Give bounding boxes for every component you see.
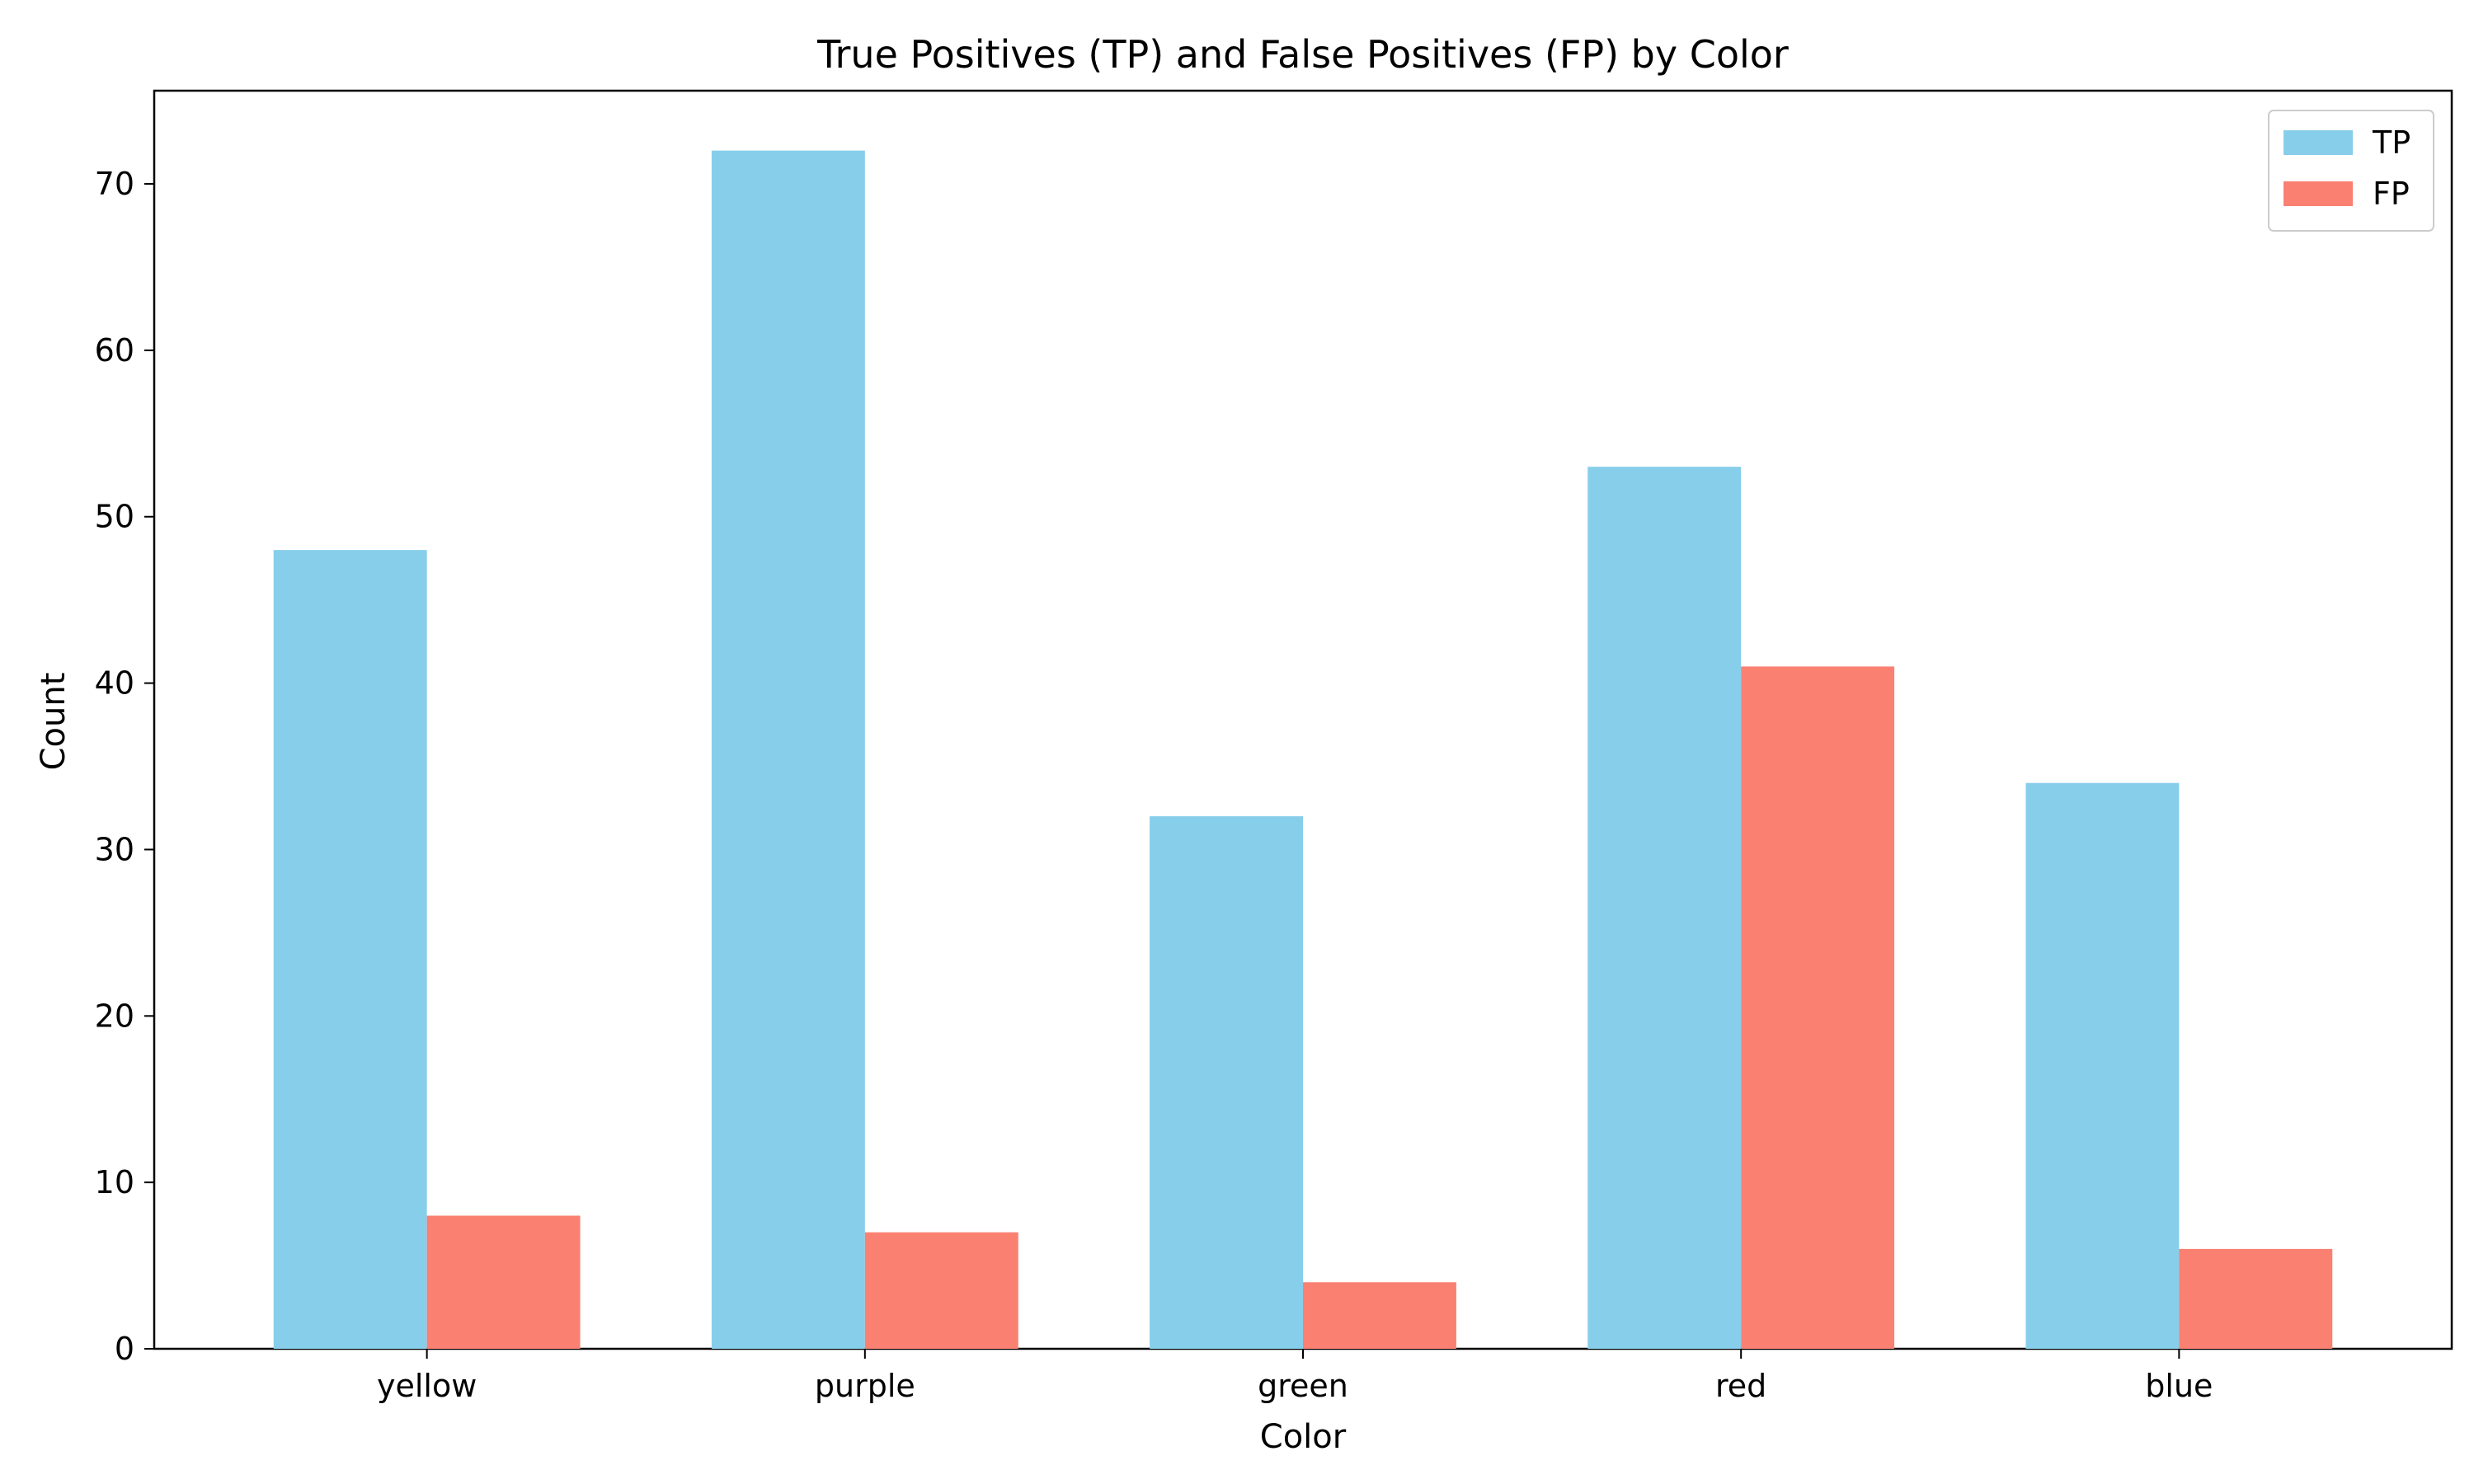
bar-tp-red (1587, 467, 1742, 1349)
x-tick-label: purple (815, 1368, 915, 1404)
legend-label-fp: FP (2373, 176, 2410, 212)
y-axis-label: Count (35, 673, 73, 771)
y-tick-label: 20 (95, 998, 134, 1034)
y-tick-label: 40 (95, 665, 134, 702)
x-tick-label: yellow (377, 1368, 477, 1404)
y-tick-label: 10 (95, 1164, 134, 1200)
x-tick-label: green (1258, 1368, 1348, 1404)
y-tick-label: 70 (95, 166, 134, 202)
y-tick-label: 30 (95, 831, 134, 867)
legend-label-tp: TP (2372, 124, 2411, 161)
chart-title: True Positives (TP) and False Positives … (816, 32, 1789, 77)
legend-swatch-fp (2284, 181, 2353, 206)
y-tick-label: 60 (95, 332, 134, 369)
bars (273, 150, 2333, 1350)
bar-tp-blue (2025, 782, 2180, 1349)
legend: TP FP (2268, 110, 2434, 232)
bar-fp-yellow (426, 1215, 581, 1349)
y-tick-label: 0 (115, 1331, 134, 1367)
bar-fp-purple (864, 1232, 1018, 1349)
bar-tp-green (1150, 816, 1303, 1349)
y-tick-label: 50 (95, 499, 134, 535)
x-tick-label: red (1715, 1368, 1766, 1404)
legend-swatch-tp (2284, 130, 2353, 155)
x-axis-ticks: yellow purple green red blue (377, 1349, 2213, 1404)
bar-fp-red (1741, 666, 1895, 1349)
bar-tp-yellow (273, 550, 427, 1349)
y-axis-ticks: 0 10 20 30 40 50 60 70 (95, 166, 154, 1367)
bar-fp-blue (2179, 1248, 2333, 1349)
bar-tp-purple (711, 150, 865, 1350)
bar-fp-green (1303, 1282, 1456, 1349)
x-axis-label: Color (1260, 1418, 1347, 1456)
x-tick-label: blue (2145, 1368, 2213, 1404)
